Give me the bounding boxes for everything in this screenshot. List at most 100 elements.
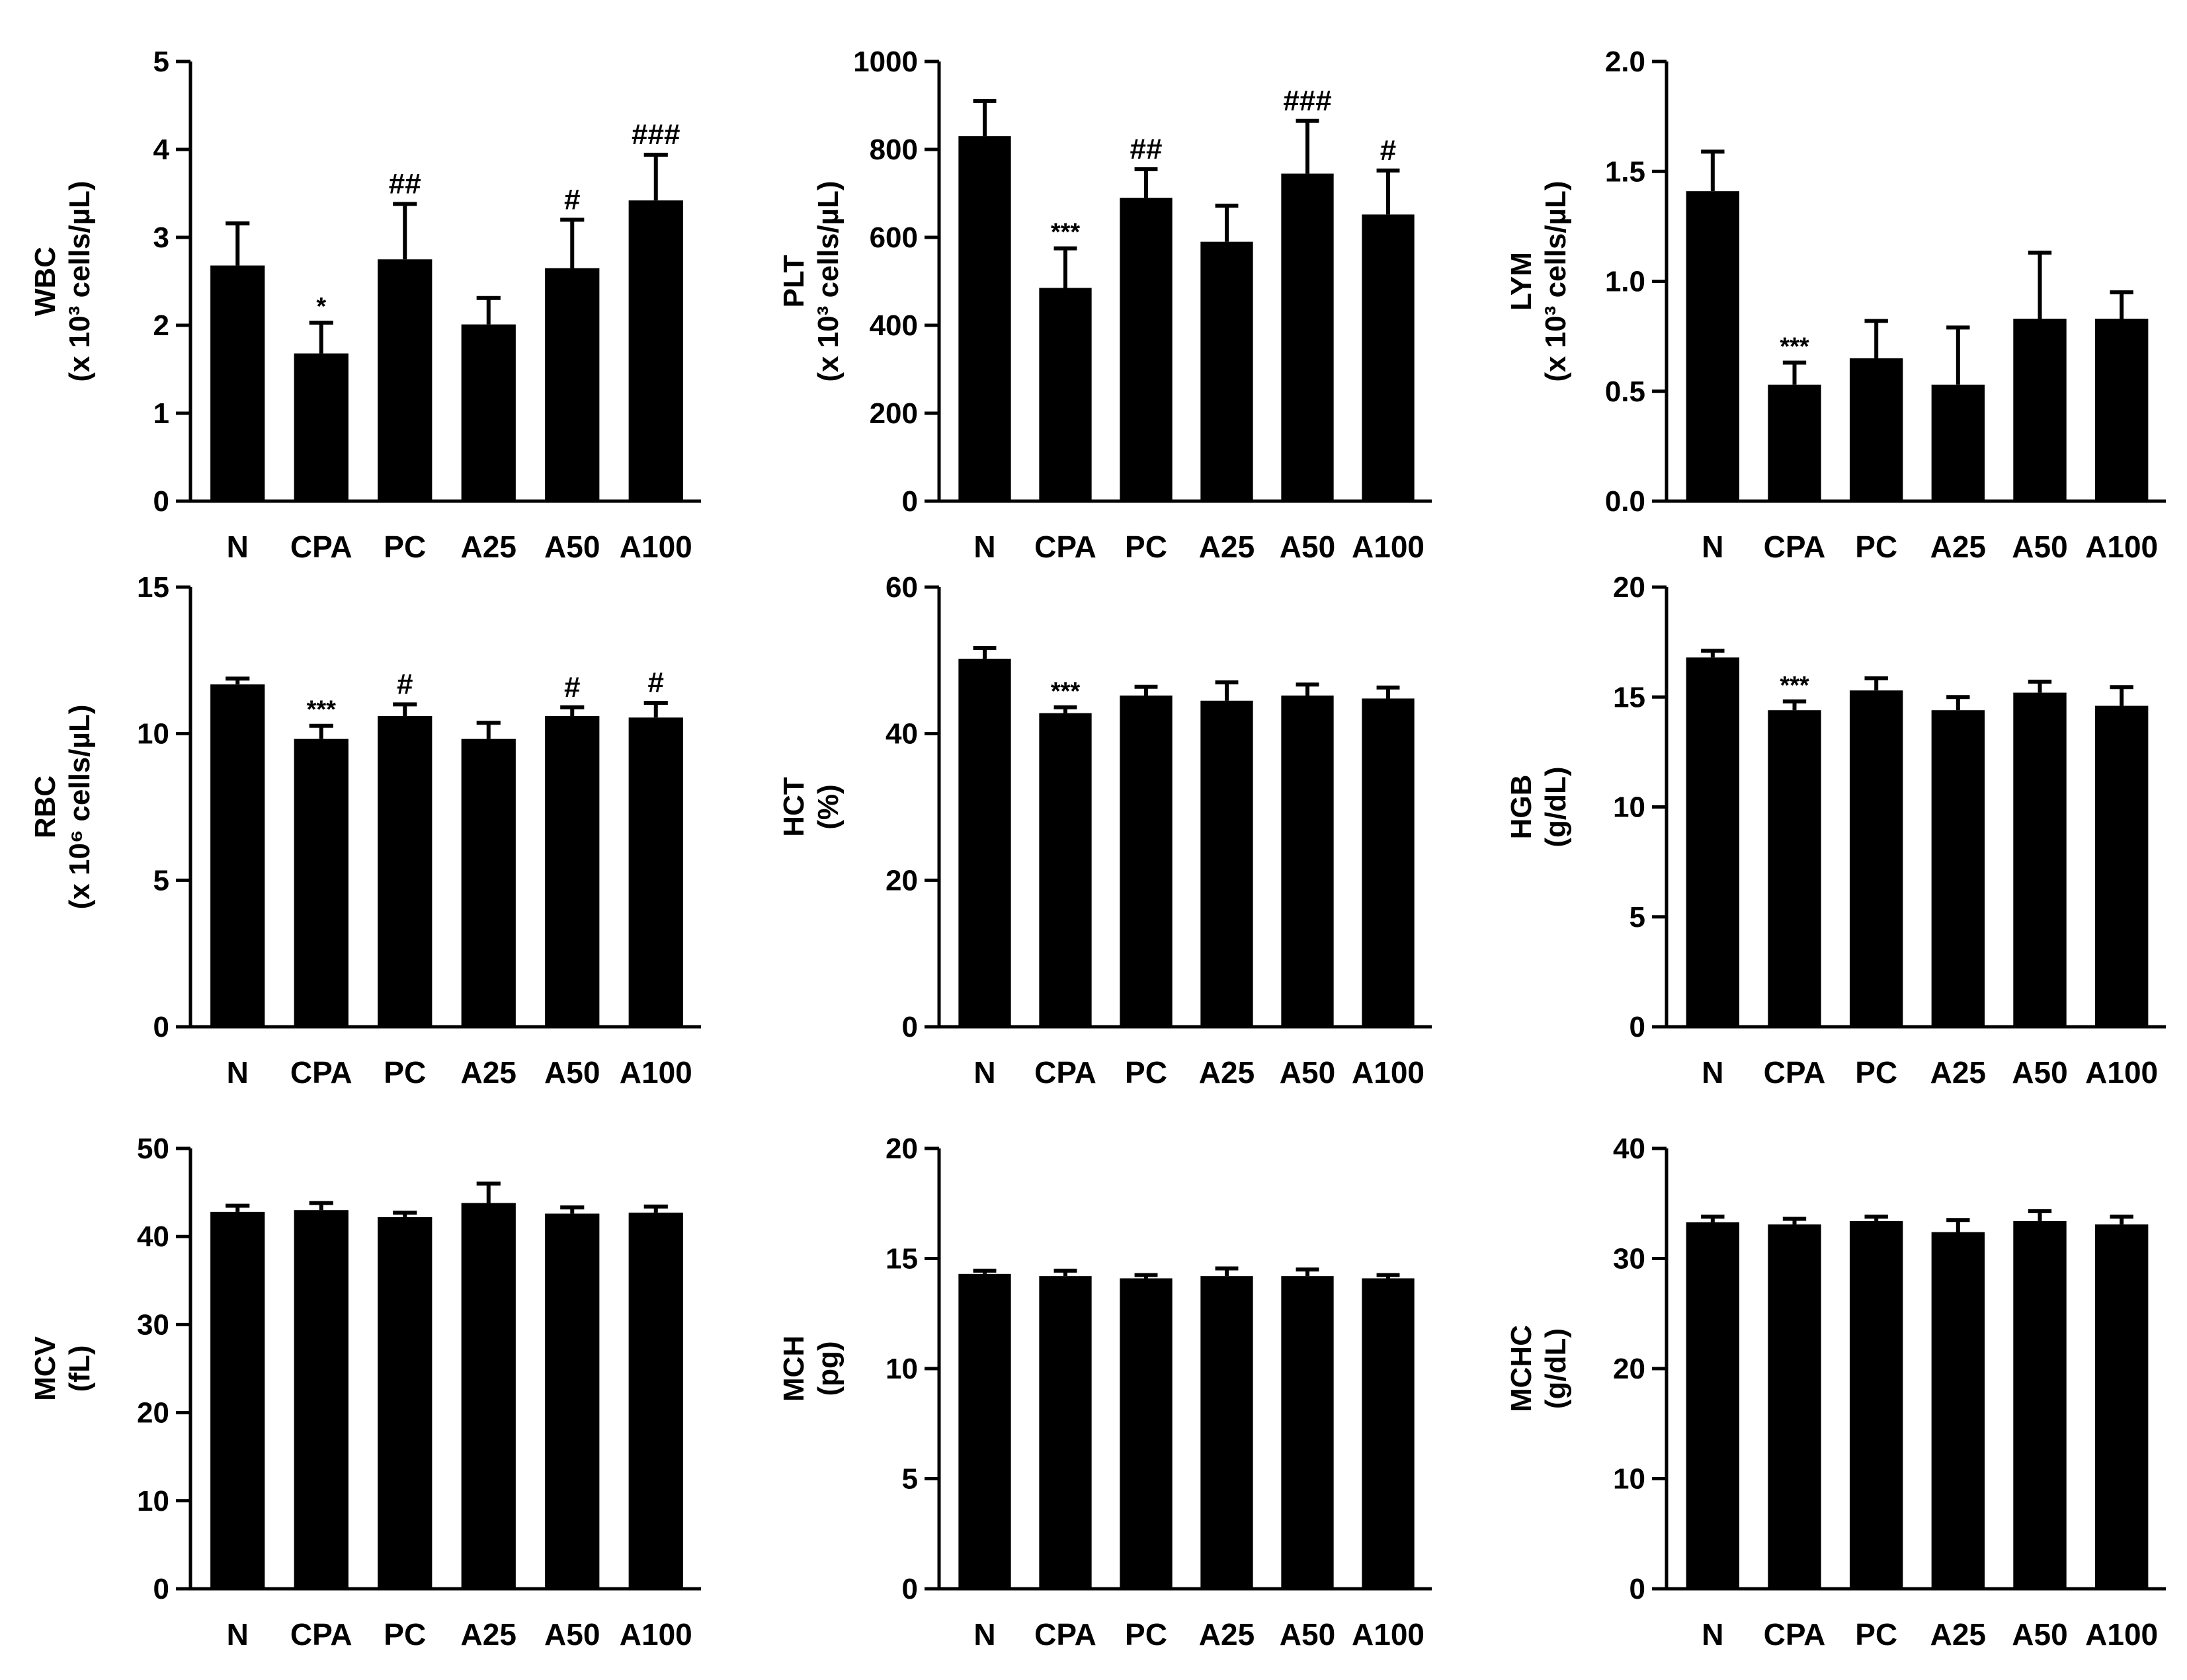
- y-axis-title: PLT(x 10³ cells/µL): [778, 180, 845, 381]
- bar-cpa: [1039, 288, 1092, 501]
- category-label-n: N: [973, 530, 995, 564]
- y-axis-title-name: MCH: [778, 1336, 810, 1402]
- significance-label-cpa: ***: [307, 696, 337, 724]
- bar-a50: [2013, 692, 2067, 1027]
- y-axis-title-unit: (g/dL): [1540, 1328, 1572, 1409]
- bar-pc: [1849, 358, 1903, 501]
- y-tick-label: 10: [1613, 1463, 1645, 1496]
- category-label-a25: A25: [461, 1055, 516, 1090]
- bar-pc: [1120, 696, 1173, 1027]
- significance-label-cpa: ***: [1780, 333, 1809, 361]
- category-label-cpa: CPA: [290, 1055, 352, 1090]
- y-axis-title-unit: (fL): [63, 1345, 96, 1392]
- y-tick-label: 0: [902, 1573, 918, 1605]
- category-label-pc: PC: [1125, 1055, 1167, 1090]
- y-axis-title-name: LYM: [1505, 252, 1538, 311]
- y-tick-label: 40: [137, 1220, 169, 1253]
- y-tick-label: 200: [870, 397, 918, 430]
- bar-a25: [1200, 241, 1253, 501]
- y-axis-title: WBC(x 10³ cells/µL): [29, 180, 96, 381]
- y-tick-label: 0: [902, 1011, 918, 1043]
- y-tick-label: 1.0: [1605, 266, 1645, 298]
- significance-label-a50: #: [564, 183, 580, 216]
- category-label-n: N: [973, 1617, 995, 1652]
- bar-cpa: [1039, 1276, 1092, 1589]
- bar-n: [1686, 657, 1740, 1027]
- bar-cpa: [1768, 384, 1821, 501]
- y-axis-title-name: RBC: [29, 776, 62, 838]
- bar-a100: [628, 200, 683, 501]
- y-tick-label: 0: [153, 485, 169, 518]
- y-tick-label: 10: [137, 718, 169, 750]
- bar-cpa: [1768, 710, 1821, 1027]
- y-axis-title: LYM(x 10³ cells/µL): [1505, 180, 1572, 381]
- bar-a50: [545, 716, 600, 1027]
- y-axis-title-name: PLT: [778, 255, 810, 307]
- y-tick-label: 5: [1630, 901, 1645, 934]
- bar-a25: [461, 324, 516, 501]
- bar-cpa: [294, 739, 349, 1027]
- significance-label-a50: #: [564, 671, 580, 703]
- category-label-a100: A100: [620, 530, 692, 564]
- y-tick-label: 5: [902, 1463, 918, 1496]
- y-tick-label: 400: [870, 309, 918, 342]
- bar-cpa: [294, 353, 349, 501]
- bar-a25: [1200, 1276, 1253, 1589]
- bar-pc: [378, 1217, 433, 1589]
- bar-pc: [378, 716, 433, 1027]
- y-tick-label: 5: [153, 46, 169, 78]
- category-label-n: N: [1702, 530, 1723, 564]
- bar-cpa: [1768, 1224, 1821, 1589]
- category-label-a25: A25: [1199, 1617, 1255, 1652]
- category-label-cpa: CPA: [290, 1617, 352, 1652]
- bar-pc: [378, 259, 433, 501]
- chart-panel-mchc: 0 10 20 30 40 MCHC(g/dL) N CPA PC A25 A50 A100: [1505, 1133, 2166, 1652]
- y-tick-label: 0: [153, 1011, 169, 1043]
- bar-a25: [1200, 700, 1253, 1027]
- category-label-a50: A50: [1280, 1617, 1335, 1652]
- category-label-a100: A100: [1352, 1055, 1424, 1090]
- bar-pc: [1849, 690, 1903, 1027]
- bar-a50: [1281, 696, 1334, 1027]
- y-axis-title-unit: (x 10³ cells/µL): [63, 180, 96, 381]
- y-tick-label: 40: [886, 718, 918, 750]
- category-label-n: N: [227, 1055, 249, 1090]
- y-tick-label: 1000: [853, 46, 918, 78]
- category-label-a50: A50: [544, 1055, 600, 1090]
- y-tick-label: 50: [137, 1133, 169, 1165]
- y-axis-title-name: WBC: [29, 247, 62, 316]
- bar-cpa: [1039, 713, 1092, 1027]
- y-tick-label: 0: [1630, 1011, 1645, 1043]
- y-tick-label: 20: [886, 864, 918, 897]
- category-label-pc: PC: [384, 1617, 426, 1652]
- bar-a25: [1931, 384, 1985, 501]
- bar-a50: [1281, 1276, 1334, 1589]
- significance-label-a100: ###: [632, 118, 680, 151]
- significance-label-cpa: ***: [1051, 678, 1081, 705]
- y-tick-label: 15: [1613, 681, 1645, 713]
- bar-pc: [1120, 1278, 1173, 1589]
- category-label-a25: A25: [461, 1617, 516, 1652]
- bar-n: [1686, 1222, 1740, 1589]
- y-axis-title-unit: (x 10³ cells/µL): [812, 180, 845, 381]
- y-axis-title: HCT(%): [778, 777, 845, 837]
- category-label-a25: A25: [461, 530, 516, 564]
- y-axis-title-unit: (pg): [812, 1341, 845, 1396]
- bar-a100: [1362, 698, 1415, 1027]
- bar-n: [958, 136, 1011, 502]
- chart-panel-lym: 0.0 0.5 1.0 1.5 2.0 LYM(x 10³ cells/µL) N CPA **…: [1505, 46, 2166, 564]
- category-label-a50: A50: [1280, 530, 1335, 564]
- y-tick-label: 60: [886, 571, 918, 604]
- category-label-a100: A100: [1352, 1617, 1424, 1652]
- category-label-pc: PC: [1855, 1617, 1897, 1652]
- y-tick-label: 5: [153, 864, 169, 897]
- bar-n: [1686, 191, 1740, 501]
- significance-label-a50: ###: [1283, 85, 1331, 117]
- category-label-a50: A50: [2012, 1617, 2067, 1652]
- category-label-a50: A50: [1280, 1055, 1335, 1090]
- y-tick-label: 4: [153, 134, 170, 166]
- y-tick-label: 15: [137, 571, 169, 604]
- category-label-n: N: [973, 1055, 995, 1090]
- bar-n: [210, 1211, 265, 1589]
- bar-pc: [1120, 198, 1173, 501]
